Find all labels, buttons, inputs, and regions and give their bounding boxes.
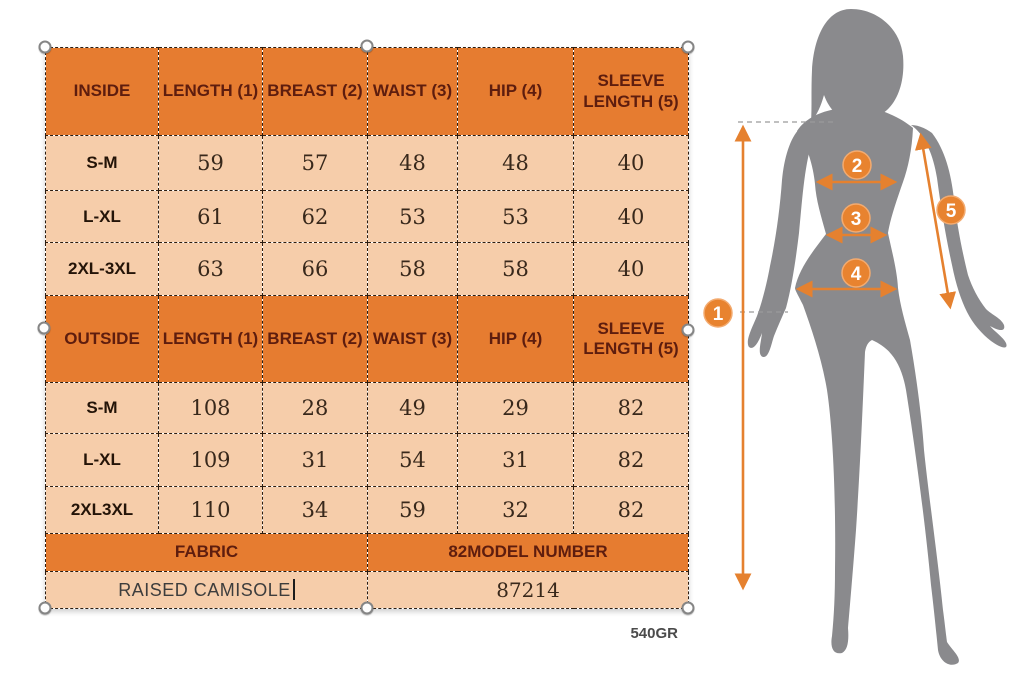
table-row: S-M 59 57 48 48 40 [45, 135, 689, 191]
column-header-cell[interactable]: BREAST (2) [262, 295, 368, 383]
value-cell[interactable]: 110 [158, 486, 263, 534]
inside-header-row: INSIDE LENGTH (1) BREAST (2) WAIST (3) H… [45, 47, 689, 136]
value-cell[interactable]: 109 [158, 433, 263, 487]
measure-badge-1: 1 [703, 298, 733, 328]
weight-label: 540GR [630, 625, 678, 642]
selection-handle-top-right[interactable] [681, 40, 695, 54]
model-header-cell[interactable]: 82MODEL NUMBER [367, 533, 689, 572]
value-cell[interactable]: 62 [262, 190, 368, 243]
value-cell[interactable]: 32 [457, 486, 574, 534]
value-cell[interactable]: 66 [262, 242, 368, 296]
measure-arrow-sleeve [914, 132, 957, 310]
column-header-cell[interactable]: WAIST (3) [367, 295, 458, 383]
value-cell[interactable]: 59 [367, 486, 458, 534]
value-cell[interactable]: 108 [158, 382, 263, 434]
fabric-header-cell[interactable]: FABRIC [45, 533, 368, 572]
svg-text:1: 1 [713, 304, 724, 325]
column-header-cell[interactable]: LENGTH (1) [158, 295, 263, 383]
svg-text:3: 3 [851, 209, 862, 230]
table-row: 2XL3XL 110 34 59 32 82 [45, 486, 689, 534]
table-row: 2XL-3XL 63 66 58 58 40 [45, 242, 689, 296]
table-row: L-XL 109 31 54 31 82 [45, 433, 689, 487]
measurement-figure: 1 2 3 4 5 [703, 9, 1007, 665]
value-cell[interactable]: 58 [457, 242, 574, 296]
column-header-cell[interactable]: SLEEVE LENGTH (5) [573, 47, 689, 136]
text-cursor [292, 579, 295, 600]
selection-handle-middle-left[interactable] [37, 321, 51, 335]
value-cell[interactable]: 59 [158, 135, 263, 191]
value-cell[interactable]: 61 [158, 190, 263, 243]
table-row: S-M 108 28 49 29 82 [45, 382, 689, 434]
column-header-cell[interactable]: SLEEVE LENGTH (5) [573, 295, 689, 383]
model-value-cell[interactable]: 87214 [367, 571, 689, 609]
selection-handle-top-center[interactable] [360, 39, 374, 53]
value-cell[interactable]: 31 [457, 433, 574, 487]
value-cell[interactable]: 48 [367, 135, 458, 191]
measure-badge-3: 3 [841, 203, 871, 233]
column-header-cell[interactable]: HIP (4) [457, 47, 574, 136]
value-cell[interactable]: 57 [262, 135, 368, 191]
figure-silhouette [747, 9, 1007, 665]
value-cell[interactable]: 34 [262, 486, 368, 534]
value-cell[interactable]: 28 [262, 382, 368, 434]
section-title-cell[interactable]: OUTSIDE [45, 295, 159, 383]
value-cell[interactable]: 82 [573, 433, 689, 487]
measure-badge-5: 5 [936, 195, 966, 225]
fabric-value-text: RAISED CAMISOLE [118, 580, 291, 600]
size-label-cell[interactable]: S-M [45, 382, 159, 434]
size-label-cell[interactable]: 2XL3XL [45, 486, 159, 534]
column-header-cell[interactable]: WAIST (3) [367, 47, 458, 136]
selection-handle-bottom-right[interactable] [681, 601, 695, 615]
table-row: L-XL 61 62 53 53 40 [45, 190, 689, 243]
svg-text:5: 5 [946, 201, 957, 222]
value-cell[interactable]: 53 [367, 190, 458, 243]
value-cell[interactable]: 40 [573, 135, 689, 191]
value-cell[interactable]: 31 [262, 433, 368, 487]
value-cell[interactable]: 40 [573, 190, 689, 243]
value-cell[interactable]: 54 [367, 433, 458, 487]
measure-badge-2: 2 [842, 150, 872, 180]
outside-header-row: OUTSIDE LENGTH (1) BREAST (2) WAIST (3) … [45, 295, 689, 383]
value-cell[interactable]: 48 [457, 135, 574, 191]
column-header-cell[interactable]: HIP (4) [457, 295, 574, 383]
value-cell[interactable]: 82 [573, 486, 689, 534]
column-header-cell[interactable]: BREAST (2) [262, 47, 368, 136]
value-cell[interactable]: 63 [158, 242, 263, 296]
selection-handle-bottom-left[interactable] [38, 601, 52, 615]
svg-text:4: 4 [851, 264, 862, 285]
footer-header-row: FABRIC 82MODEL NUMBER [45, 533, 689, 572]
value-cell[interactable]: 58 [367, 242, 458, 296]
selection-handle-bottom-center[interactable] [360, 601, 374, 615]
value-cell[interactable]: 49 [367, 382, 458, 434]
footer-value-row: RAISED CAMISOLE 87214 [45, 571, 689, 609]
fabric-value-cell[interactable]: RAISED CAMISOLE [45, 571, 368, 609]
size-chart-table[interactable]: INSIDE LENGTH (1) BREAST (2) WAIST (3) H… [45, 47, 689, 609]
value-cell[interactable]: 53 [457, 190, 574, 243]
value-cell[interactable]: 82 [573, 382, 689, 434]
column-header-cell[interactable]: LENGTH (1) [158, 47, 263, 136]
size-label-cell[interactable]: L-XL [45, 190, 159, 243]
value-cell[interactable]: 40 [573, 242, 689, 296]
size-label-cell[interactable]: S-M [45, 135, 159, 191]
measure-badge-4: 4 [841, 258, 871, 288]
size-label-cell[interactable]: 2XL-3XL [45, 242, 159, 296]
selection-handle-middle-right[interactable] [681, 323, 695, 337]
svg-text:2: 2 [852, 156, 863, 177]
value-cell[interactable]: 29 [457, 382, 574, 434]
section-title-cell[interactable]: INSIDE [45, 47, 159, 136]
selection-handle-top-left[interactable] [38, 40, 52, 54]
size-label-cell[interactable]: L-XL [45, 433, 159, 487]
